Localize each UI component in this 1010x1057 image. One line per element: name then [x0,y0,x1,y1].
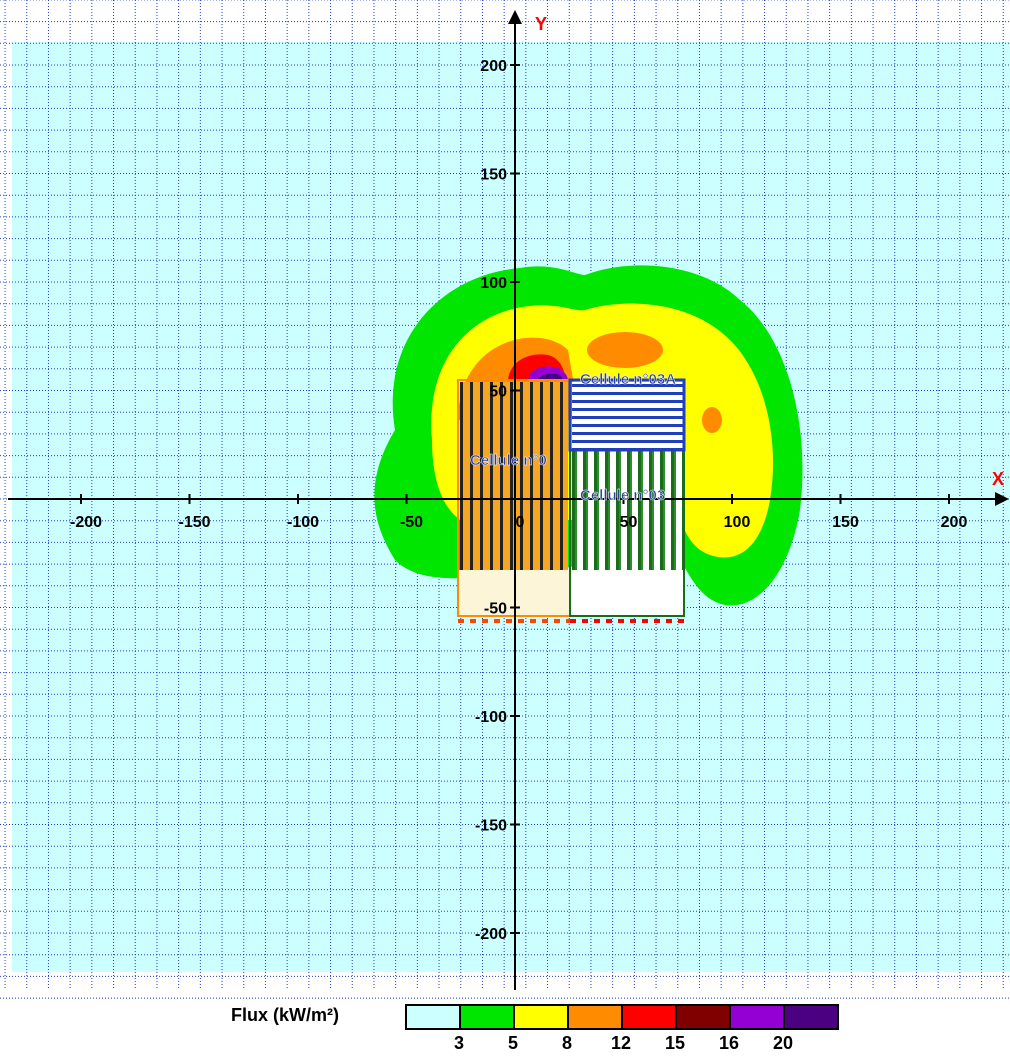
flux-8-spot-east [702,407,722,433]
y-axis-arrow [508,10,522,24]
legend-value-label: 15 [664,1033,686,1053]
x-tick-label: -200 [70,514,102,531]
axis-ticks: -200 -150 -100 -50 0 50 100 150 200 200 150 100 50 -5… [70,58,967,943]
y-tick-label: -100 [475,709,507,726]
x-tick-label: 100 [724,514,751,531]
flux-8-spot-north [587,332,663,368]
y-axis-label: Y [535,14,547,34]
legend-value-label: 3 [453,1033,465,1053]
x-tick-label: -100 [287,514,319,531]
legend-swatch [729,1004,785,1030]
legend-value-label: 20 [772,1033,794,1053]
cell-03-lower-fill [572,570,684,615]
y-tick-label: -200 [475,926,507,943]
y-tick-label: 150 [480,167,507,184]
cell-03a-outline [568,378,686,452]
flux-20-contour [538,373,563,380]
legend-swatch [513,1004,569,1030]
cell-label-03: Cellule n°03 [580,487,665,504]
cell-03a-hatch [572,382,684,450]
y-tick-label: 200 [480,58,507,75]
legend-value-label: 16 [718,1033,740,1053]
legend-swatch [459,1004,515,1030]
x-tick-label: 50 [620,514,638,531]
cell-03-hatch [572,450,684,570]
legend-swatch [567,1004,623,1030]
legend-value-label: 5 [507,1033,519,1053]
cell-label-03a: Cellule n°03A [580,371,676,388]
y-tick-label: 50 [489,384,507,401]
x-tick-label: 150 [832,514,859,531]
x-axis-label: X [992,469,1004,489]
x-axis-arrow [995,492,1009,506]
axes: X Y [8,10,1009,990]
legend-swatch [675,1004,731,1030]
flux-map: X Y -200 -150 -100 -50 0 50 100 150 200 200 150 100… [0,0,1010,1000]
y-tick-label: -50 [484,601,507,618]
cell-labels: Cellule n°0 Cellule n°03A Cellule n°03 [470,371,677,505]
x-tick-label: -50 [400,514,423,531]
x-tick-label: 0 [516,514,525,531]
legend-swatch [405,1004,461,1030]
legend-value-label: 8 [561,1033,573,1053]
legend-value-label: 12 [610,1033,632,1053]
y-tick-label: 100 [480,275,507,292]
y-tick-label: -150 [475,818,507,835]
legend-swatch [621,1004,677,1030]
x-tick-label: 200 [941,514,968,531]
cell-label-0: Cellule n°0 [470,452,547,469]
legend-title: Flux (kW/m²) [231,1005,339,1025]
legend-swatch [783,1004,839,1030]
grid-lines [0,0,1010,999]
x-tick-label: -150 [178,514,210,531]
